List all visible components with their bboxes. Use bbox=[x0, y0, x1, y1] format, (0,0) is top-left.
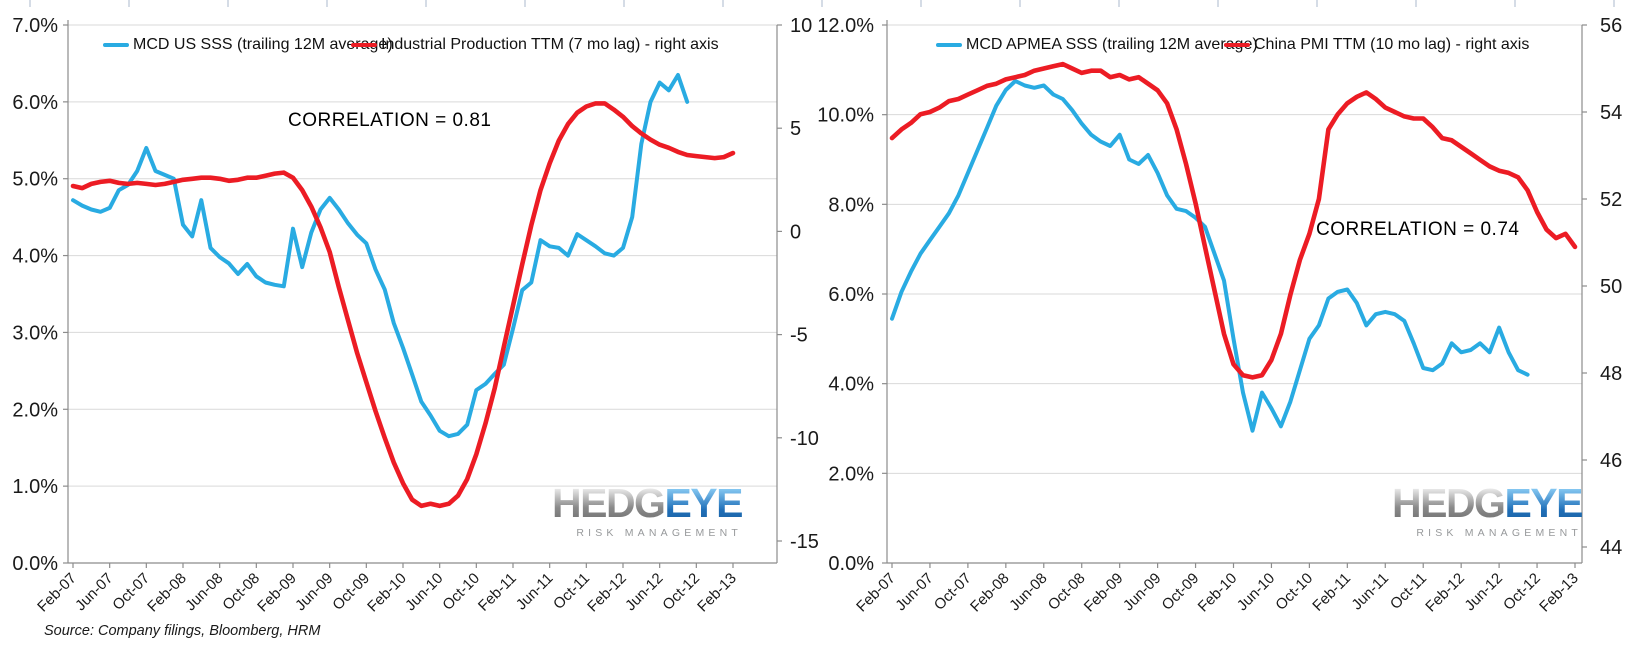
legend-item-mcd-us-sss: MCD US SSS (trailing 12M average) bbox=[103, 36, 393, 54]
left-axis-tick-label: 6.0% bbox=[828, 284, 874, 306]
hedgeye-logo-subtitle: RISK MANAGEMENT bbox=[1416, 527, 1582, 539]
right-axis-tick-label: 10 bbox=[790, 15, 812, 37]
right-axis-tick-label: 48 bbox=[1600, 363, 1622, 385]
legend-item-mcd-apmea-sss: MCD APMEA SSS (trailing 12M average) bbox=[936, 36, 1258, 54]
x-axis-tick-label: Jun-11 bbox=[1348, 570, 1392, 614]
legend-swatch-red bbox=[351, 43, 377, 47]
left-axis-tick-label: 2.0% bbox=[828, 463, 874, 485]
x-axis-tick-label: Feb-13 bbox=[1536, 570, 1582, 616]
logo-text-blue: EYE bbox=[1504, 480, 1583, 526]
correlation-annotation-right: CORRELATION = 0.74 bbox=[1316, 219, 1520, 240]
right-axis-tick-label: 44 bbox=[1600, 537, 1622, 559]
hedgeye-logo-subtitle: RISK MANAGEMENT bbox=[576, 527, 742, 539]
x-axis-tick-label: Feb-07 bbox=[853, 570, 899, 616]
x-axis-tick-label: Jun-12 bbox=[1461, 570, 1505, 614]
left-axis-tick-label: 0.0% bbox=[12, 553, 58, 575]
x-axis-tick-label: Oct-07 bbox=[931, 570, 975, 614]
left-axis-tick-label: 4.0% bbox=[828, 374, 874, 396]
x-axis-tick-label: Feb-07 bbox=[34, 570, 80, 616]
legend-label: MCD US SSS (trailing 12M average) bbox=[133, 36, 393, 53]
right-axis-tick-label: 0 bbox=[790, 221, 801, 243]
x-axis-tick-label: Feb-09 bbox=[254, 570, 300, 616]
left-axis-tick-label: 4.0% bbox=[12, 246, 58, 268]
left-axis-tick-label: 7.0% bbox=[12, 15, 58, 37]
legend-label: China PMI TTM (10 mo lag) - right axis bbox=[1254, 36, 1530, 53]
x-axis-tick-label: Oct-10 bbox=[1272, 570, 1316, 614]
logo-text-gray: HEDG bbox=[1391, 480, 1506, 526]
legend-swatch-blue bbox=[103, 43, 129, 47]
right-axis-tick-label: -15 bbox=[790, 531, 819, 553]
legend-label: MCD APMEA SSS (trailing 12M average) bbox=[966, 36, 1258, 53]
correlation-annotation-left: CORRELATION = 0.81 bbox=[288, 110, 492, 131]
series-line-red bbox=[889, 61, 1578, 380]
series-line-blue bbox=[71, 73, 690, 439]
right-axis-tick-label: 50 bbox=[1600, 276, 1622, 298]
x-axis-tick-label: Feb-09 bbox=[1081, 570, 1127, 616]
x-axis-tick-label: Jun-10 bbox=[1234, 570, 1278, 614]
x-axis-tick-label: Oct-11 bbox=[1387, 570, 1430, 613]
x-axis-tick-label: Feb-12 bbox=[584, 570, 630, 616]
hedgeye-logo: HEDGEYE RISK MANAGEMENT bbox=[1385, 480, 1584, 539]
x-axis-tick-label: Jun-08 bbox=[182, 570, 226, 614]
x-axis-tick-label: Jun-10 bbox=[402, 570, 446, 614]
source-note: Source: Company filings, Bloomberg, HRM bbox=[44, 623, 321, 639]
x-axis-tick-label: Jun-09 bbox=[292, 570, 336, 614]
x-axis-tick-label: Oct-09 bbox=[1159, 570, 1203, 614]
legend-item-industrial-production: Industrial Production TTM (7 mo lag) - r… bbox=[351, 36, 719, 54]
logo-text-blue: EYE bbox=[664, 480, 743, 526]
legend-item-china-pmi: China PMI TTM (10 mo lag) - right axis bbox=[1224, 36, 1529, 54]
x-axis-tick-label: Jun-07 bbox=[892, 570, 936, 614]
x-axis-tick-label: Feb-08 bbox=[144, 570, 190, 616]
x-axis-tick-label: Jun-12 bbox=[622, 570, 666, 614]
left-axis-tick-label: 1.0% bbox=[12, 476, 58, 498]
left-axis-tick-label: 2.0% bbox=[12, 399, 58, 421]
x-axis-tick-label: Feb-12 bbox=[1422, 570, 1468, 616]
left-axis-tick-label: 3.0% bbox=[12, 322, 58, 344]
x-axis-tick-label: Feb-10 bbox=[1195, 570, 1241, 616]
x-axis-tick-label: Jun-11 bbox=[513, 570, 557, 614]
right-axis-tick-label: 52 bbox=[1600, 189, 1622, 211]
right-axis-tick-label: -10 bbox=[790, 428, 819, 450]
x-axis-tick-label: Feb-11 bbox=[475, 570, 520, 615]
x-axis-tick-label: Jun-07 bbox=[72, 570, 116, 614]
logo-text-gray: HEDG bbox=[551, 480, 666, 526]
series-line-blue bbox=[890, 79, 1530, 433]
x-axis-tick-label: Feb-08 bbox=[967, 570, 1013, 616]
legend-swatch-blue bbox=[936, 43, 962, 47]
right-axis-tick-label: 5 bbox=[790, 118, 801, 140]
left-axis-tick-label: 12.0% bbox=[817, 15, 874, 37]
x-axis-tick-label: Oct-12 bbox=[1500, 570, 1544, 614]
x-axis-tick-label: Feb-13 bbox=[694, 570, 740, 616]
left-axis-tick-label: 8.0% bbox=[828, 194, 874, 216]
hedgeye-logo-word: HEDGEYE bbox=[545, 480, 744, 526]
x-axis-tick-label: Feb-11 bbox=[1309, 570, 1354, 615]
right-axis-tick-label: 56 bbox=[1600, 15, 1622, 37]
right-axis-tick-label: 54 bbox=[1600, 102, 1622, 124]
left-axis-tick-label: 10.0% bbox=[817, 105, 874, 127]
right-axis-tick-label: 46 bbox=[1600, 450, 1622, 472]
left-axis-tick-label: 0.0% bbox=[828, 553, 874, 575]
hedgeye-logo-word: HEDGEYE bbox=[1385, 480, 1584, 526]
legend-swatch-red bbox=[1224, 43, 1250, 47]
x-axis-tick-label: Feb-10 bbox=[364, 570, 410, 616]
x-axis-tick-label: Jun-08 bbox=[1006, 570, 1050, 614]
left-axis-tick-label: 5.0% bbox=[12, 169, 58, 191]
left-axis-tick-label: 6.0% bbox=[12, 92, 58, 114]
legend-label: Industrial Production TTM (7 mo lag) - r… bbox=[381, 36, 719, 53]
right-axis-tick-label: -5 bbox=[790, 325, 808, 347]
series-line-red bbox=[70, 101, 736, 509]
x-axis-tick-label: Oct-10 bbox=[439, 570, 483, 614]
x-axis-tick-label: Oct-08 bbox=[1045, 570, 1089, 614]
hedgeye-logo: HEDGEYE RISK MANAGEMENT bbox=[545, 480, 744, 539]
x-axis-tick-label: Jun-09 bbox=[1120, 570, 1164, 614]
